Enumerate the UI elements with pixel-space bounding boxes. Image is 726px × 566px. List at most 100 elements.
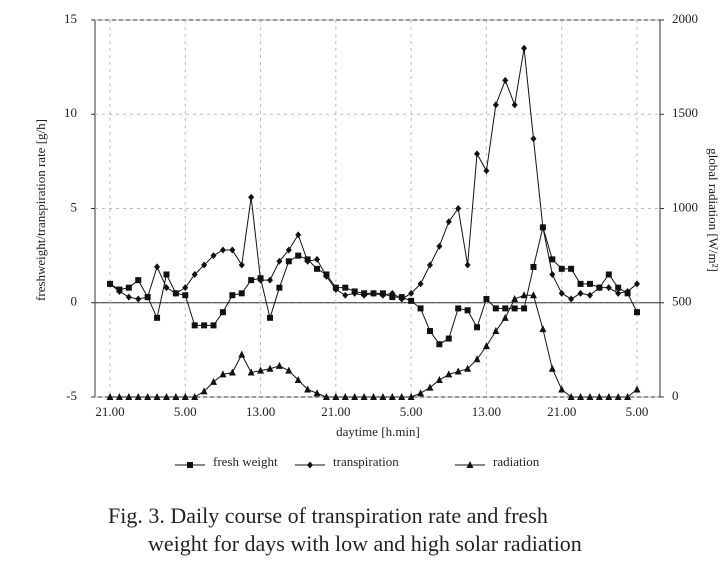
marker-triangle <box>577 393 585 400</box>
y2-tick-label: 1000 <box>672 199 698 214</box>
marker-triangle <box>210 377 218 385</box>
marker-triangle <box>360 393 368 400</box>
marker-diamond <box>615 289 622 297</box>
x-axis-label: daytime [h.min] <box>336 424 420 439</box>
marker-triangle <box>614 393 622 400</box>
marker-triangle <box>529 291 537 299</box>
marker-diamond <box>295 231 302 239</box>
legend-label: fresh weight <box>213 454 278 469</box>
marker-diamond <box>605 284 612 292</box>
y2-tick-label: 1500 <box>672 105 698 120</box>
marker-diamond <box>502 76 509 84</box>
marker-square <box>229 292 236 299</box>
marker-triangle <box>445 370 453 378</box>
marker-diamond <box>257 276 264 284</box>
marker-diamond <box>314 255 321 263</box>
marker-square <box>586 280 593 287</box>
marker-diamond <box>182 284 189 292</box>
marker-square <box>436 341 443 348</box>
x-tick-label: 5.00 <box>174 404 197 419</box>
marker-triangle <box>275 361 283 369</box>
marker-diamond <box>568 295 575 303</box>
marker-triangle <box>228 368 236 376</box>
marker-square <box>163 271 170 278</box>
marker-triangle <box>539 325 547 333</box>
marker-square <box>615 284 622 291</box>
marker-triangle <box>106 393 114 400</box>
caption-line: weight for days with low and high solar … <box>148 531 582 556</box>
marker-diamond <box>125 293 132 301</box>
marker-triangle <box>435 376 443 384</box>
marker-diamond <box>530 135 537 143</box>
legend-label: radiation <box>493 454 540 469</box>
marker-diamond <box>351 289 358 297</box>
marker-triangle <box>388 393 396 400</box>
marker-triangle <box>379 393 387 400</box>
x-tick-label: 21.00 <box>321 404 350 419</box>
marker-diamond <box>483 167 490 175</box>
marker-diamond <box>408 289 415 297</box>
marker-triangle <box>247 368 255 376</box>
marker-square <box>558 265 565 272</box>
marker-triangle <box>294 376 302 384</box>
marker-triangle <box>501 313 509 321</box>
marker-triangle <box>511 294 519 302</box>
marker-diamond <box>511 101 518 109</box>
marker-triangle <box>398 393 406 400</box>
marker-square <box>219 309 226 316</box>
marker-triangle <box>351 393 359 400</box>
marker-diamond <box>238 261 245 269</box>
marker-diamond <box>285 246 292 254</box>
marker-diamond <box>332 286 339 294</box>
marker-diamond <box>342 291 349 299</box>
marker-diamond <box>624 287 631 295</box>
x-tick-label: 13.00 <box>472 404 501 419</box>
marker-square <box>408 297 415 304</box>
marker-triangle <box>181 393 189 400</box>
marker-triangle <box>332 393 340 400</box>
marker-square <box>492 305 499 312</box>
x-tick-label: 21.00 <box>547 404 576 419</box>
marker-triangle <box>144 393 152 400</box>
marker-triangle <box>548 364 556 372</box>
marker-diamond <box>389 289 396 297</box>
marker-square <box>266 314 273 321</box>
series-line <box>109 48 638 300</box>
marker-diamond <box>558 289 565 297</box>
marker-triangle <box>162 393 170 400</box>
marker-square <box>191 322 198 329</box>
marker-square <box>502 305 509 312</box>
marker-triangle <box>370 393 377 400</box>
x-tick-label: 5.00 <box>400 404 423 419</box>
marker-triangle <box>595 393 603 400</box>
marker-diamond <box>154 263 161 271</box>
marker-square <box>125 284 132 291</box>
marker-diamond <box>398 295 405 303</box>
marker-diamond <box>276 257 283 265</box>
marker-triangle <box>633 385 641 393</box>
marker-diamond <box>464 261 471 269</box>
marker-square <box>605 271 612 278</box>
marker-diamond <box>201 261 208 269</box>
marker-square <box>521 305 528 312</box>
marker-triangle <box>219 370 227 378</box>
marker-diamond <box>116 287 123 295</box>
marker-triangle <box>285 366 293 374</box>
marker-triangle <box>257 366 265 374</box>
marker-diamond <box>521 44 528 52</box>
marker-triangle <box>586 393 594 400</box>
caption-line: Fig. 3. Daily course of transpiration ra… <box>108 503 548 528</box>
marker-diamond <box>445 218 452 226</box>
y2-axis-label: global radiation [W/m²] <box>706 148 721 272</box>
marker-square <box>445 335 452 342</box>
marker-square <box>248 277 255 284</box>
marker-diamond <box>436 242 443 250</box>
y-tick-label: 5 <box>71 199 78 214</box>
marker-diamond <box>370 289 377 297</box>
marker-triangle <box>153 393 161 400</box>
marker-diamond <box>577 289 584 297</box>
marker-diamond <box>163 284 170 292</box>
marker-square <box>314 265 321 272</box>
marker-square <box>417 305 424 312</box>
